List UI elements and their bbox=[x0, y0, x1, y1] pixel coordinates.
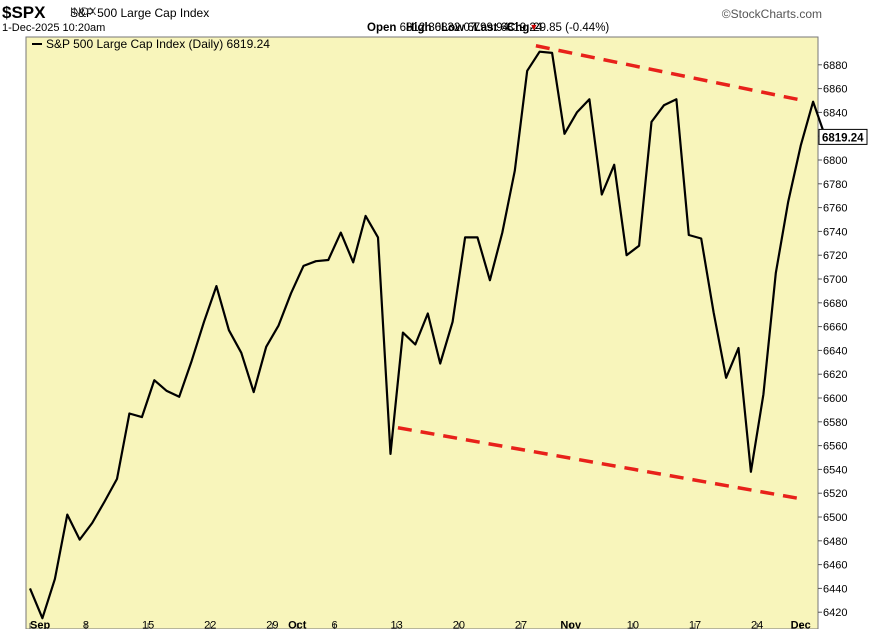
last-label: Last bbox=[473, 22, 498, 34]
index-name-text: S&P 500 Large Cap Index bbox=[70, 6, 210, 20]
x-tick-label: 15 bbox=[142, 620, 154, 629]
y-tick-label: 6800 bbox=[823, 155, 847, 167]
exchange-label: INDX bbox=[70, 6, 97, 18]
last-value-box bbox=[818, 128, 868, 145]
x-tick-label: 20 bbox=[453, 620, 465, 629]
y-tick-label: 6860 bbox=[823, 84, 847, 96]
y-tick-label: 6580 bbox=[823, 417, 847, 429]
timestamp: 1-Dec-2025 10:20am bbox=[2, 22, 106, 34]
y-tick-label: 6740 bbox=[823, 226, 847, 238]
x-tick-label: 22 bbox=[204, 620, 216, 629]
x-tick-label: 13 bbox=[391, 620, 403, 629]
x-tick-label: 27 bbox=[515, 620, 527, 629]
x-tick-label: Oct bbox=[288, 620, 307, 629]
y-tick-label: 6460 bbox=[823, 560, 847, 572]
last-value-label: 6819.24 bbox=[822, 132, 864, 144]
y-tick-label: 6440 bbox=[823, 583, 847, 595]
x-tick-label: Dec bbox=[791, 620, 811, 629]
x-tick-label: Nov bbox=[560, 620, 582, 629]
y-tick-label: 6780 bbox=[823, 179, 847, 191]
legend-label: S&P 500 Large Cap Index (Daily) 6819.24 bbox=[46, 37, 270, 51]
low-value: 6799.94 bbox=[467, 22, 509, 34]
y-tick-label: 6600 bbox=[823, 393, 847, 405]
legend: S&P 500 Large Cap Index (Daily) 6819.24 bbox=[32, 37, 270, 51]
y-tick-label: 6660 bbox=[823, 322, 847, 334]
price-line bbox=[28, 50, 827, 620]
last-value-tag: 6819.24 bbox=[818, 128, 868, 145]
chg-label: Chg bbox=[506, 22, 530, 34]
y-tick-label: 6760 bbox=[823, 203, 847, 215]
low-label: Low bbox=[441, 22, 465, 34]
open-label: Open bbox=[367, 22, 397, 34]
y-tick-label: 6720 bbox=[823, 250, 847, 262]
down-caret-icon: ▼ bbox=[529, 22, 539, 32]
high-value: 6832.07 bbox=[434, 22, 477, 34]
open-value: 6812.30 bbox=[399, 22, 442, 34]
chg-value: -29.85 (-0.44%) bbox=[529, 22, 610, 34]
x-tick-label: 8 bbox=[83, 620, 89, 629]
y-tick-label: 6540 bbox=[823, 464, 847, 476]
y-tick-label: 6480 bbox=[823, 536, 847, 548]
y-tick-label: 6840 bbox=[823, 107, 847, 119]
brand-link[interactable]: ©StockCharts.com bbox=[721, 7, 822, 21]
y-tick-label: 6420 bbox=[823, 607, 847, 619]
x-tick-label: 29 bbox=[266, 620, 278, 629]
x-axis: Sep 8 15 22 29 Oct 6 13 20 27 Nov 10 17 24 Dec bbox=[29, 620, 811, 629]
y-tick-label: 6520 bbox=[823, 488, 847, 500]
plot-area bbox=[25, 36, 819, 629]
x-tick-label: 6 bbox=[331, 620, 337, 629]
ticker-symbol: $SPX bbox=[2, 3, 46, 22]
last-value: 6819.24 bbox=[500, 22, 543, 34]
x-tick-label: 17 bbox=[689, 620, 701, 629]
y-axis: 6420 6440 6460 6480 6500 6520 6540 6560 6580 6600… bbox=[818, 60, 847, 619]
chart-header: $SPX S&P 500 Large Cap Index INDX 1-Dec-… bbox=[0, 0, 889, 36]
high-label: High bbox=[405, 22, 432, 34]
x-tick-label: 10 bbox=[627, 620, 639, 629]
y-tick-label: 6640 bbox=[823, 345, 847, 357]
quote-summary: Open 6812.30 High 6832.07 Low 6799.94 La… bbox=[367, 22, 609, 34]
y-tick-label: 6620 bbox=[823, 369, 847, 381]
y-tick-label: 6880 bbox=[823, 60, 847, 72]
y-tick-label: 6560 bbox=[823, 441, 847, 453]
x-tick-label: Sep bbox=[30, 620, 50, 629]
x-tick-label: 24 bbox=[751, 620, 763, 629]
y-tick-label: 6700 bbox=[823, 274, 847, 286]
y-tick-label: 6680 bbox=[823, 298, 847, 310]
y-tick-label: 6500 bbox=[823, 512, 847, 524]
